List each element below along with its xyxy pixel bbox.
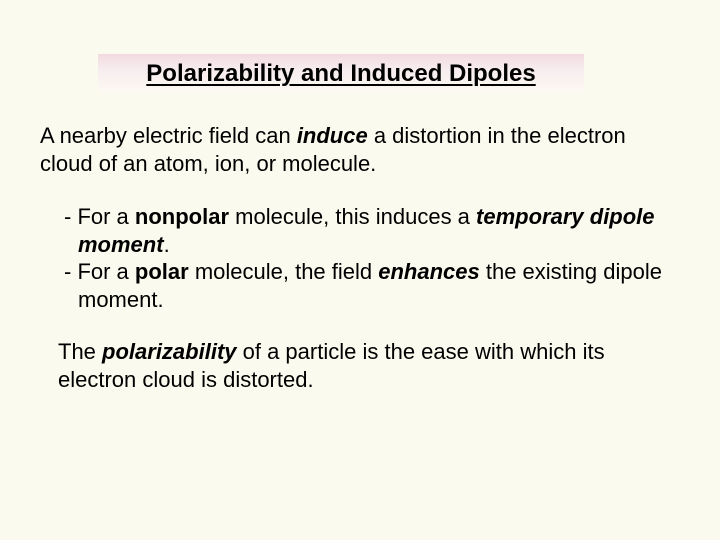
b2-c: molecule, the field <box>189 259 379 284</box>
b2-a: - For a <box>64 259 135 284</box>
b1-e: . <box>164 232 170 257</box>
intro-paragraph: A nearby electric field can induce a dis… <box>40 122 660 177</box>
slide-title: Polarizability and Induced Dipoles <box>98 54 584 94</box>
intro-text-1: A nearby electric field can <box>40 123 297 148</box>
concl-polarizability: polarizability <box>102 339 236 364</box>
b1-a: - For a <box>64 204 135 229</box>
b1-nonpolar: nonpolar <box>135 204 229 229</box>
conclusion-paragraph: The polarizability of a particle is the … <box>58 338 678 393</box>
bullet-item-1: - For a nonpolar molecule, this induces … <box>50 203 670 258</box>
b1-c: molecule, this induces a <box>229 204 476 229</box>
b2-enhances: enhances <box>378 259 480 284</box>
concl-a: The <box>58 339 102 364</box>
bullet-list: - For a nonpolar molecule, this induces … <box>50 203 670 313</box>
intro-emph-induce: induce <box>297 123 368 148</box>
b2-polar: polar <box>135 259 189 284</box>
bullet-item-2: - For a polar molecule, the field enhanc… <box>50 258 670 313</box>
title-container: Polarizability and Induced Dipoles <box>98 54 584 94</box>
